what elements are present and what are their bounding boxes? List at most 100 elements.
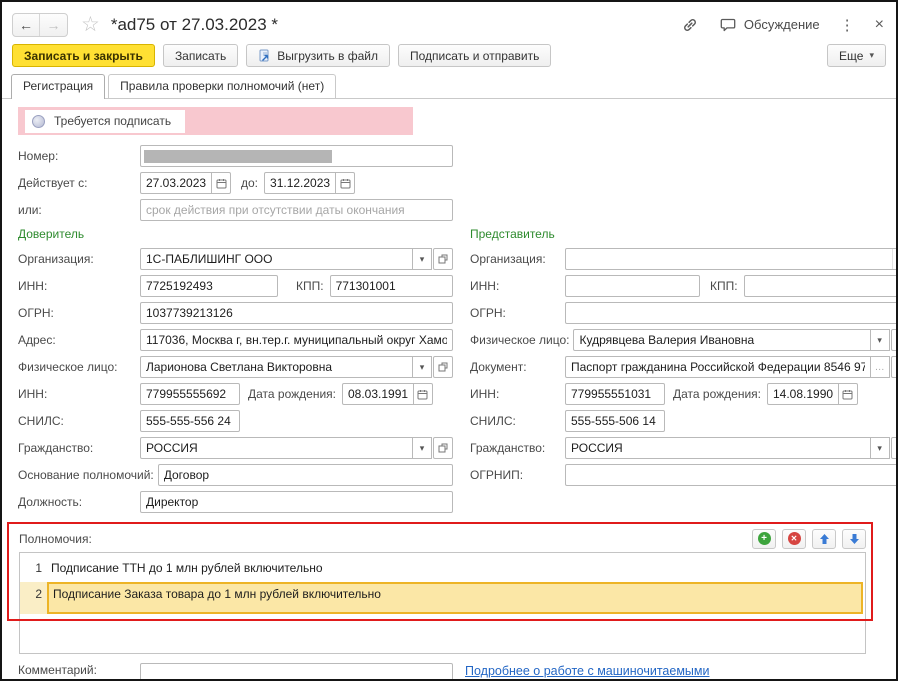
command-bar: Записать и закрыть Записать Выгрузить в … [2,42,896,74]
valid-to-label: до: [241,176,259,190]
principal-birth-input[interactable] [341,383,414,405]
principal-address-input[interactable] [140,329,453,351]
ellipsis-icon: … [874,361,885,373]
open-link-icon [438,254,448,264]
rep-org-input[interactable] [566,249,892,269]
comment-input[interactable] [140,663,453,679]
tab-registration[interactable]: Регистрация [11,74,106,99]
sign-and-send-button[interactable]: Подписать и отправить [398,44,552,67]
principal-org-dropdown-button[interactable]: ▾ [412,248,432,270]
rep-ogrnip-label: ОГРНИП: [470,468,524,482]
get-link-button[interactable] [681,16,699,34]
principal-address-label: Адрес: [18,333,56,347]
number-field[interactable] [140,145,453,167]
principal-org-input[interactable] [140,248,413,270]
principal-person-label: Физическое лицо: [18,360,118,374]
page-title: *ad75 от 27.03.2023 * [110,14,278,34]
principal-person-input[interactable] [140,356,413,378]
principal-citizenship-label: Гражданство: [18,441,94,455]
principal-person-open-button[interactable] [433,356,453,378]
rep-citizenship-input[interactable] [565,437,871,459]
export-to-file-button[interactable]: Выгрузить в файл [246,44,391,67]
rep-citizenship-open-button[interactable] [890,437,896,459]
row-text: Подписание ТТН до 1 млн рублей включител… [51,561,323,575]
powers-move-up-button[interactable] [812,528,836,549]
rep-birth-input[interactable] [766,383,839,405]
back-button[interactable]: ← [13,13,40,36]
principal-birth-label: Дата рождения: [248,387,336,401]
rep-kpp-input[interactable] [743,275,896,297]
principal-position-input[interactable] [140,491,453,513]
rep-birth-calendar-button[interactable] [837,383,858,405]
rep-citizenship-dropdown-button[interactable]: ▾ [869,437,890,459]
rep-inn-label: ИНН: [470,279,500,293]
rep-person-dropdown-button[interactable]: ▾ [869,329,890,351]
close-button[interactable]: × [875,16,884,34]
rep-person-inn-input[interactable] [565,383,665,405]
principal-citizenship-open-button[interactable] [433,437,453,459]
calendar-icon [340,178,351,188]
fns-info-link[interactable]: Подробнее о работе с машиночитаемыми дов… [465,664,710,678]
tab-authority-check-rules[interactable]: Правила проверки полномочий (нет) [108,74,337,98]
rep-ogrn-input[interactable] [565,302,896,324]
valid-from-label: Действует с: [18,176,88,190]
principal-inn-input[interactable] [140,275,278,297]
valid-to-calendar-button[interactable] [335,172,356,194]
powers-row-1[interactable]: 1 Подписание ТТН до 1 млн рублей включит… [20,556,865,580]
kebab-icon: ⋮ [839,16,855,34]
principal-position-label: Должность: [18,495,83,509]
rep-person-input[interactable] [573,329,871,351]
principal-citizenship-input[interactable] [140,437,413,459]
principal-kpp-input[interactable] [329,275,453,297]
powers-add-button[interactable]: + [752,528,776,549]
principal-ogrn-label: ОГРН: [18,306,54,320]
chevron-down-icon: ▾ [877,334,882,345]
principal-org-label: Организация: [18,252,94,266]
save-button[interactable]: Записать [162,44,239,67]
powers-move-down-button[interactable] [842,528,866,549]
arrow-down-icon [849,533,859,544]
rep-person-open-button[interactable] [890,329,896,351]
rep-kpp-label: КПП: [710,279,738,293]
more-actions-button[interactable]: Еще ▾ [827,44,886,67]
link-icon [683,18,696,31]
status-banner: Требуется подписать [18,107,413,135]
principal-ogrn-input[interactable] [140,302,453,324]
duration-input[interactable] [140,199,453,221]
principal-birth-calendar-button[interactable] [412,383,433,405]
rep-document-clear-button[interactable]: × [890,356,896,378]
valid-to-input[interactable] [264,172,337,194]
more-menu-button[interactable]: ⋮ [840,16,855,34]
rep-inn-input[interactable] [565,275,700,297]
powers-list-empty-area[interactable] [19,621,866,654]
valid-from-calendar-button[interactable] [211,172,231,194]
favorite-star-icon[interactable]: ☆ [81,13,100,36]
powers-row-2-selected[interactable]: 2 Подписание Заказа товара до 1 млн рубл… [20,582,865,614]
save-label: Записать [174,48,227,63]
rep-document-select-button[interactable]: … [869,356,890,378]
powers-delete-button[interactable]: ✕ [782,528,806,549]
principal-person-dropdown-button[interactable]: ▾ [412,356,432,378]
rep-snils-input[interactable] [565,410,665,432]
forward-button[interactable]: → [40,14,67,36]
row-text-editing[interactable]: Подписание Заказа товара до 1 млн рублей… [47,582,863,614]
principal-basis-input[interactable] [157,464,453,486]
chevron-down-icon: ▾ [419,442,425,453]
principal-org-open-button[interactable] [433,248,453,270]
rep-org-select-button[interactable]: … [891,249,896,269]
principal-person-inn-input[interactable] [140,383,240,405]
chevron-down-icon: ▾ [419,361,425,372]
nav-buttons: ← → [12,12,68,37]
valid-from-input[interactable] [140,172,212,194]
save-and-close-button[interactable]: Записать и закрыть [12,44,155,67]
rep-document-input[interactable] [565,356,871,378]
rep-ogrnip-input[interactable] [565,464,896,486]
number-label: Номер: [18,149,59,163]
chevron-down-icon: ▾ [419,253,425,264]
principal-snils-input[interactable] [140,410,240,432]
discussion-bubble-icon [720,18,736,31]
principal-citizenship-dropdown-button[interactable]: ▾ [412,437,432,459]
discussion-button[interactable]: Обсуждение [719,17,820,33]
principal-basis-label: Основание полномочий: [18,468,154,482]
